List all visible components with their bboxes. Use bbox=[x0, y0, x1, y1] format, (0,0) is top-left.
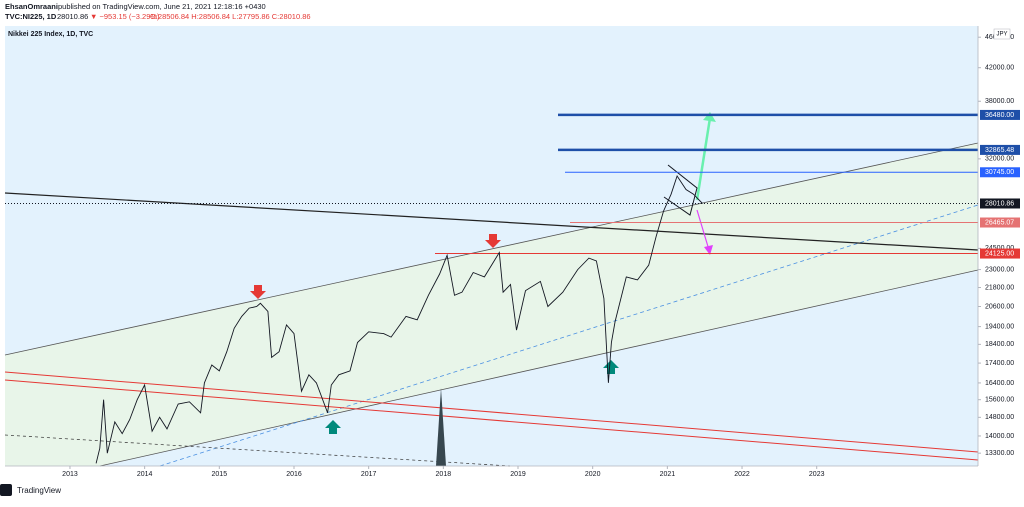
x-tick-label: 2022 bbox=[734, 471, 750, 478]
y-tick-label: 21800.00 bbox=[985, 284, 1014, 291]
level-label: 24125.00 bbox=[985, 250, 1014, 257]
arrow-head bbox=[704, 245, 713, 255]
spike bbox=[436, 388, 446, 466]
wedge bbox=[663, 164, 698, 216]
level-label: 36480.00 bbox=[985, 112, 1014, 119]
x-tick-label: 2016 bbox=[286, 471, 302, 478]
level-box bbox=[980, 109, 1020, 120]
green-arrow bbox=[325, 420, 341, 434]
y-tick-label: 14800.00 bbox=[985, 414, 1014, 421]
y-tick-label: 16400.00 bbox=[985, 380, 1014, 387]
red-arrow bbox=[485, 234, 501, 248]
y-tick-label: 17400.00 bbox=[985, 360, 1014, 367]
symbol: TVC:NI225, 1D bbox=[5, 12, 57, 21]
trendline bbox=[4, 192, 979, 251]
y-tick-label: 23000.00 bbox=[985, 266, 1014, 273]
x-tick-label: 2015 bbox=[212, 471, 228, 478]
channel-mid bbox=[159, 204, 979, 467]
y-tick-label: 14000.00 bbox=[985, 433, 1014, 440]
level-box bbox=[980, 144, 1020, 155]
arrow-up bbox=[695, 117, 712, 201]
x-tick-label: 2019 bbox=[510, 471, 526, 478]
green-arrow bbox=[603, 360, 619, 374]
published: published on TradingView.com, June 21, 2… bbox=[58, 2, 266, 11]
arrow-head bbox=[703, 112, 716, 122]
x-tick-label: 2018 bbox=[436, 471, 452, 478]
x-tick-label: 2013 bbox=[62, 471, 78, 478]
level-box bbox=[980, 198, 1020, 209]
x-tick-label: 2023 bbox=[809, 471, 825, 478]
y-tick-label: 13300.00 bbox=[985, 450, 1014, 457]
level-label: 26465.07 bbox=[985, 219, 1014, 226]
y-tick-label: 38000.00 bbox=[985, 98, 1014, 105]
axes: 46000.0042000.0038000.0032000.0024500.00… bbox=[62, 34, 1020, 478]
level-box bbox=[980, 217, 1020, 228]
y-tick-label: 19400.00 bbox=[985, 323, 1014, 330]
x-tick-label: 2014 bbox=[137, 471, 153, 478]
y-tick-label: 20600.00 bbox=[985, 303, 1014, 310]
level-label: 32865.48 bbox=[985, 147, 1014, 154]
last: 28010.86 bbox=[57, 12, 88, 21]
red-arrow bbox=[250, 285, 266, 299]
level-box bbox=[980, 248, 1020, 259]
dashed-line bbox=[4, 434, 511, 467]
logo bbox=[0, 484, 12, 496]
red-line bbox=[4, 379, 979, 461]
arrow-down bbox=[696, 209, 710, 251]
y-tick-label: 15600.00 bbox=[985, 397, 1014, 404]
channel-upper bbox=[4, 142, 979, 356]
level-label: 30745.00 bbox=[985, 169, 1014, 176]
x-tick-label: 2021 bbox=[660, 471, 676, 478]
author: EhsanOmraani bbox=[5, 2, 58, 11]
currency: JPY bbox=[996, 32, 1007, 38]
ohlc: O:28506.84 H:28506.84 L:27795.86 C:28010… bbox=[150, 12, 311, 21]
currency-box bbox=[993, 28, 1011, 40]
y-tick-label: 32000.00 bbox=[985, 156, 1014, 163]
x-tick-label: 2017 bbox=[361, 471, 377, 478]
y-tick-label: 18400.00 bbox=[985, 341, 1014, 348]
change: ▼ −953.15 (−3.29%) bbox=[90, 12, 160, 21]
price-line bbox=[95, 174, 703, 464]
x-tick-label: 2020 bbox=[585, 471, 601, 478]
level-label: 28010.86 bbox=[985, 200, 1014, 207]
red-line bbox=[4, 371, 979, 453]
chart-title: Nikkei 225 Index, 1D, TVC bbox=[8, 31, 93, 38]
channel-lower bbox=[99, 269, 979, 467]
level-box bbox=[980, 167, 1020, 178]
channel-zone bbox=[5, 143, 978, 466]
drawings bbox=[4, 26, 979, 467]
levels bbox=[5, 113, 978, 255]
footer: TradingView bbox=[17, 486, 61, 495]
y-tick-label: 42000.00 bbox=[985, 65, 1014, 72]
